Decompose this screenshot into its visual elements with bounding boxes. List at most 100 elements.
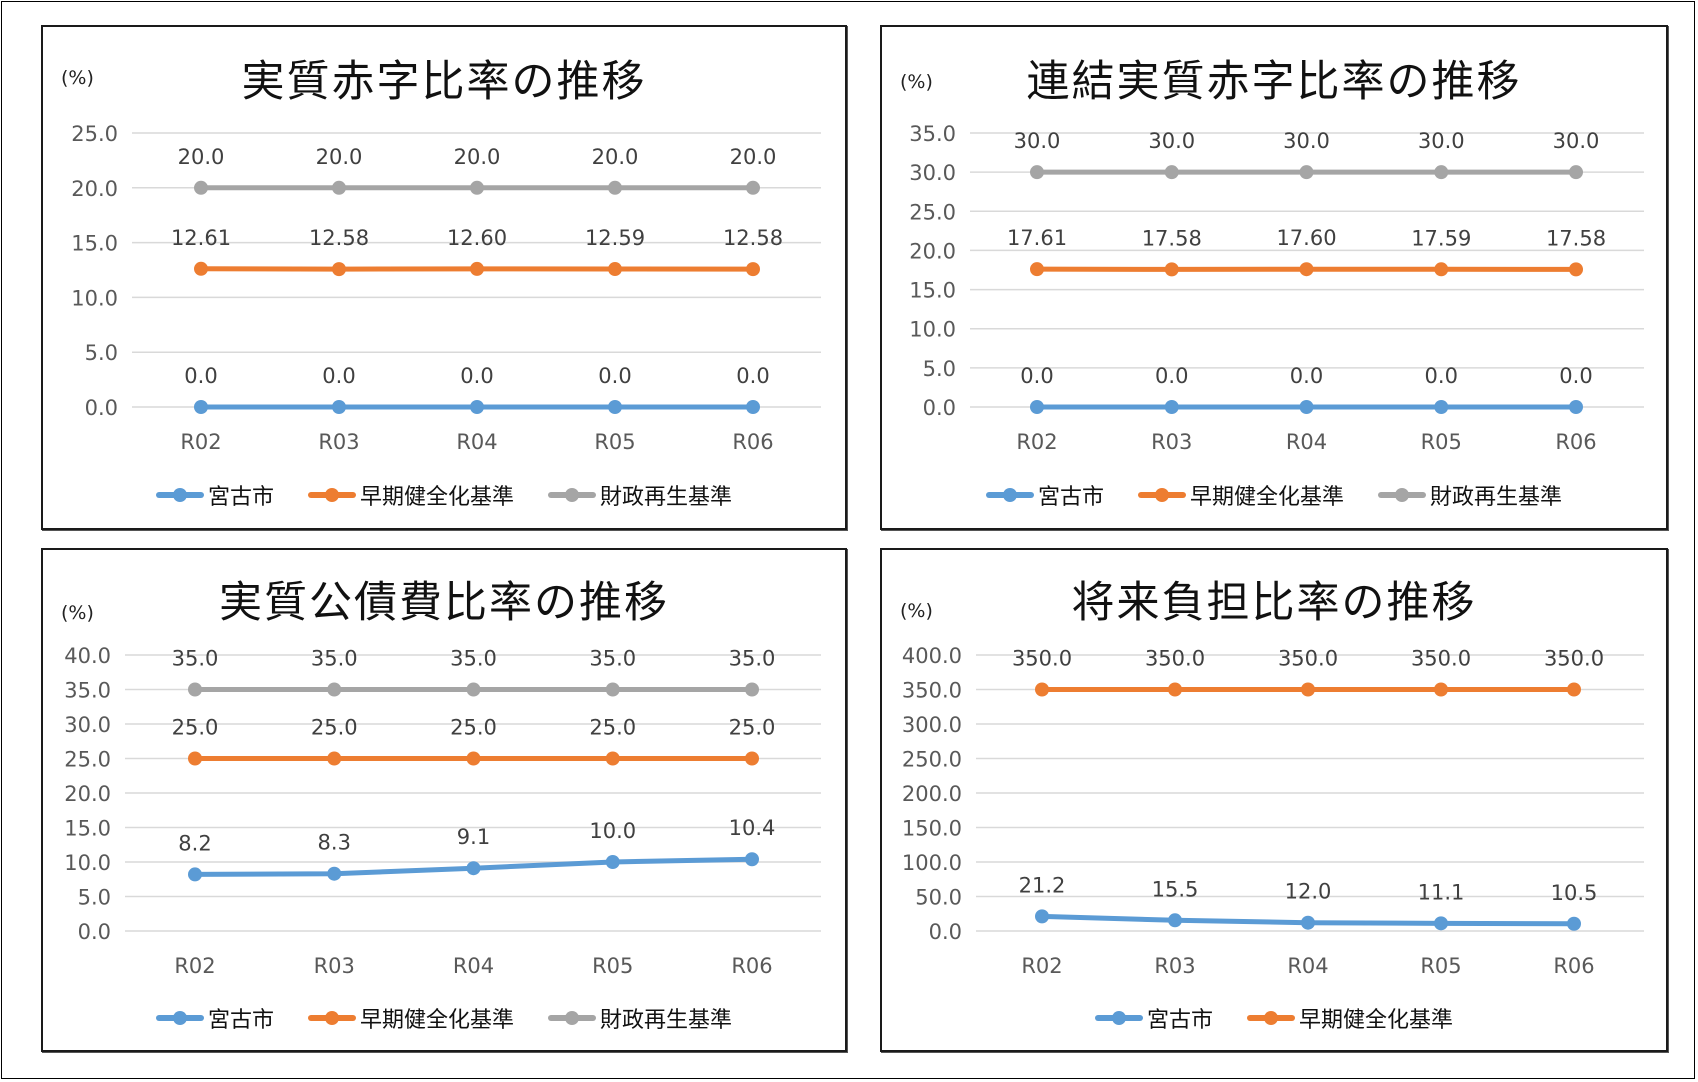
data-label: 0.0 [184, 364, 217, 388]
data-label: 12.60 [447, 226, 507, 250]
data-label: 35.0 [729, 647, 776, 671]
y-tick-label: 40.0 [64, 644, 111, 668]
data-label: 17.60 [1276, 226, 1336, 250]
y-tick-label: 15.0 [909, 279, 956, 303]
data-point [745, 682, 759, 697]
data-point [1434, 400, 1449, 414]
data-label: 12.59 [585, 226, 645, 250]
data-point [194, 261, 208, 276]
series-early: 350.0 350.0 350.0 350.0 350.0 [1012, 647, 1604, 697]
data-point [745, 852, 759, 867]
x-tick-label: R02 [1021, 954, 1062, 978]
y-tick-label: 300.0 [902, 713, 962, 737]
data-label: 35.0 [589, 647, 636, 671]
data-point [1434, 916, 1448, 931]
y-axis-unit: (%) [61, 602, 94, 624]
x-tick-label: R05 [594, 430, 635, 454]
data-label: 30.0 [1418, 129, 1465, 153]
data-point [188, 751, 202, 766]
x-tick-label: R04 [1286, 430, 1327, 454]
chart-title: 実質公債費比率の推移 [219, 578, 669, 628]
y-tick-label: 10.0 [64, 851, 111, 875]
legend-item-rebuild: 財政再生基準 [548, 1002, 732, 1034]
data-point [608, 262, 622, 277]
series-rebuild: 30.0 30.0 30.0 30.0 30.0 [1014, 129, 1600, 180]
data-label: 0.0 [1020, 364, 1053, 388]
data-point [1035, 682, 1049, 697]
data-point [1168, 913, 1182, 928]
series-miyako: 21.2 15.5 12.0 11.1 10.5 [1019, 873, 1598, 931]
plot-area: 0.0 5.0 10.0 15.0 20.0 25.0 30.0 35.0 40.0 R02 R03… [64, 644, 821, 978]
line-marker-icon [1247, 1011, 1295, 1025]
legend-item-miyako: 宮古市 [1094, 1002, 1213, 1034]
line-marker-icon [548, 488, 596, 502]
plot-area: 0.0 5.0 10.0 15.0 20.0 25.0 R02 R03 R04 R05 R06 20.… [71, 122, 821, 454]
data-label: 20.0 [178, 145, 225, 169]
data-label: 0.0 [1290, 364, 1323, 388]
y-tick-label: 10.0 [909, 318, 956, 342]
data-label: 25.0 [589, 716, 636, 740]
series-miyako: 0.0 0.0 0.0 0.0 0.0 [1020, 364, 1593, 414]
data-label: 20.0 [730, 145, 777, 169]
y-tick-label: 400.0 [902, 644, 962, 668]
legend-label: 宮古市 [1146, 1008, 1213, 1033]
series-miyako: 8.2 8.3 9.1 10.0 10.4 [178, 816, 775, 882]
data-label: 20.0 [316, 145, 363, 169]
data-label: 25.0 [311, 716, 358, 740]
data-label: 350.0 [1544, 647, 1604, 671]
y-tick-label: 30.0 [64, 713, 111, 737]
data-point [1567, 682, 1581, 697]
chart-title: 連結実質赤字比率の推移 [1026, 57, 1522, 107]
data-point [188, 682, 202, 697]
legend-item-miyako: 宮古市 [985, 479, 1104, 511]
data-label: 30.0 [1553, 129, 1600, 153]
chart-future-burden-ratio: 将来負担比率の推移 (%) 0.0 50.0 100.0 150.0 200.0 250.… [880, 548, 1668, 1052]
data-point [608, 400, 622, 414]
plot-area: 0.0 50.0 100.0 150.0 200.0 250.0 300.0 350.0 400… [902, 644, 1644, 978]
x-tick-label: R06 [1553, 954, 1594, 978]
data-point [188, 867, 202, 882]
y-tick-label: 10.0 [71, 286, 118, 310]
data-label: 12.58 [723, 226, 783, 250]
line-marker-icon [1137, 488, 1186, 502]
data-label: 17.58 [1142, 226, 1202, 250]
data-label: 10.5 [1551, 881, 1598, 905]
data-point [1569, 262, 1583, 277]
series-rebuild: 35.0 35.0 35.0 35.0 35.0 [172, 647, 776, 697]
data-point [1434, 262, 1449, 277]
legend-label: 宮古市 [1037, 485, 1104, 510]
data-point [466, 682, 481, 697]
series-miyako: 0.0 0.0 0.0 0.0 0.0 [184, 364, 770, 414]
data-point [332, 262, 346, 277]
y-tick-label: 5.0 [85, 341, 118, 365]
data-label: 0.0 [598, 364, 631, 388]
line-marker-icon [1094, 1011, 1143, 1025]
data-label: 8.3 [318, 831, 351, 855]
legend-label: 宮古市 [207, 485, 274, 510]
y-axis-unit: (%) [61, 67, 94, 89]
legend-label: 早期健全化基準 [1299, 1008, 1454, 1033]
data-point [1168, 682, 1182, 697]
data-point [470, 400, 484, 414]
y-tick-label: 20.0 [64, 782, 111, 806]
data-label: 9.1 [457, 825, 490, 849]
data-point [1434, 165, 1449, 180]
data-label: 8.2 [178, 831, 211, 855]
data-label: 30.0 [1148, 129, 1195, 153]
y-tick-label: 25.0 [71, 122, 118, 146]
x-tick-label: R02 [174, 954, 215, 978]
y-tick-label: 15.0 [71, 232, 118, 256]
data-point [466, 861, 481, 876]
data-label: 35.0 [172, 647, 219, 671]
data-point [605, 855, 620, 869]
data-point [1301, 682, 1315, 697]
data-label: 30.0 [1283, 129, 1330, 153]
data-point [746, 262, 760, 277]
legend-label: 財政再生基準 [600, 485, 733, 510]
data-point [466, 751, 481, 766]
y-tick-label: 20.0 [71, 177, 118, 201]
chart-title: 将来負担比率の推移 [1071, 578, 1477, 628]
series-early: 25.0 25.0 25.0 25.0 25.0 [172, 716, 775, 766]
x-tick-label: R06 [1555, 430, 1596, 454]
x-tick-label: R02 [180, 430, 221, 454]
